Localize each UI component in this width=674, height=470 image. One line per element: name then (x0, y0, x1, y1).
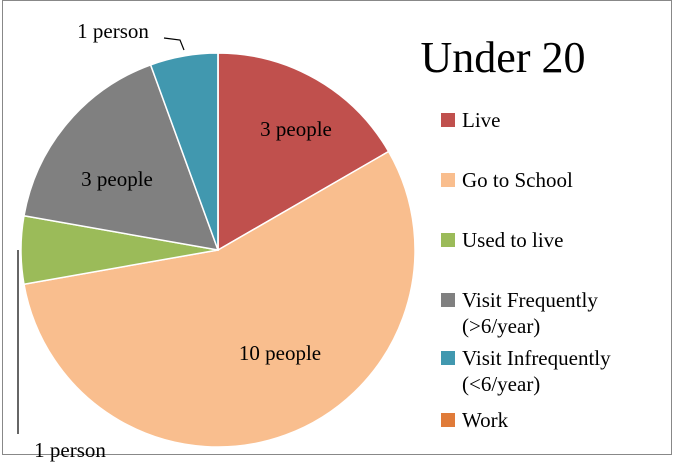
pie-slice (23, 63, 220, 251)
legend-swatch (441, 351, 455, 365)
legend-swatch (441, 413, 455, 427)
data-label: 10 people (239, 341, 321, 365)
legend-label: Visit Frequently (>6/year) (462, 288, 598, 338)
pie-slice (23, 150, 416, 448)
legend-swatch (441, 173, 455, 187)
legend-label: Used to live (462, 228, 564, 252)
data-label: 3 people (260, 117, 332, 141)
data-label: 1 person (77, 19, 149, 43)
legend-label: Go to School (462, 168, 573, 192)
legend-label: Live (462, 108, 501, 132)
legend-swatch (441, 233, 455, 247)
legend-swatch (441, 293, 455, 307)
pie-slice (217, 52, 390, 252)
leader-line (163, 37, 185, 51)
chart-title: Under 20 (421, 33, 586, 82)
data-label: 3 people (81, 167, 153, 191)
legend-label: Work (462, 408, 509, 432)
legend-label: Visit Infrequently (<6/year) (462, 346, 611, 396)
legend-swatch (441, 113, 455, 127)
data-label: 1 person (34, 438, 106, 462)
